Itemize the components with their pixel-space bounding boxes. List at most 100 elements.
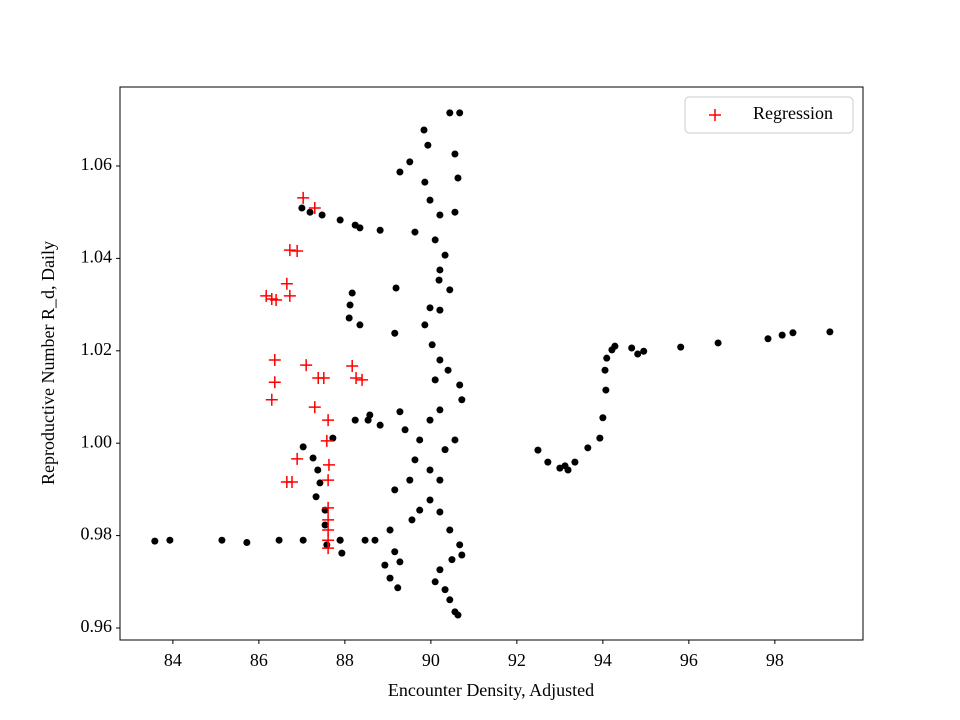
dot-marker — [411, 456, 419, 464]
dot-marker — [436, 508, 444, 516]
x-tick-label: 94 — [594, 650, 612, 670]
dot-marker — [416, 436, 424, 444]
dot-marker — [451, 150, 459, 158]
dot-marker — [826, 328, 834, 336]
dot-marker — [428, 341, 436, 349]
x-tick-label: 88 — [336, 650, 354, 670]
dot-marker — [436, 566, 444, 574]
dot-marker — [601, 366, 609, 374]
plus-marker — [300, 359, 313, 372]
plus-marker — [308, 401, 321, 414]
dot-marker — [336, 216, 344, 224]
plus-marker — [291, 245, 304, 258]
dot-marker — [243, 539, 251, 547]
dot-marker — [299, 536, 307, 544]
dot-marker — [458, 551, 466, 559]
plus-marker — [322, 501, 335, 514]
plus-marker — [265, 393, 278, 406]
plus-marker — [285, 476, 298, 488]
dot-marker — [386, 574, 394, 582]
dot-marker — [411, 228, 419, 236]
dot-marker — [406, 476, 414, 484]
dot-marker — [640, 347, 648, 355]
plus-marker — [308, 202, 321, 215]
dot-marker — [596, 434, 604, 442]
dot-marker — [634, 350, 642, 358]
plus-marker — [322, 458, 335, 471]
dot-marker — [351, 416, 359, 424]
dot-marker — [306, 208, 314, 216]
dot-marker — [421, 321, 429, 329]
x-tick-label: 92 — [508, 650, 526, 670]
dot-marker — [451, 208, 459, 216]
dot-marker — [394, 584, 402, 592]
dot-marker — [338, 549, 346, 557]
dot-marker — [561, 462, 569, 470]
dot-marker — [348, 289, 356, 297]
plus-marker — [268, 354, 281, 367]
dot-marker — [391, 329, 399, 337]
dot-marker — [714, 339, 722, 347]
y-tick-label: 1.04 — [81, 247, 113, 267]
dot-marker — [275, 536, 283, 544]
plus-marker — [320, 434, 333, 447]
plus-marker — [356, 373, 369, 386]
dot-marker — [778, 331, 786, 339]
dot-marker — [599, 414, 607, 422]
dot-marker — [299, 443, 307, 451]
dot-marker — [446, 109, 454, 117]
x-tick-label: 86 — [250, 650, 268, 670]
dot-marker — [436, 476, 444, 484]
dot-marker — [218, 536, 226, 544]
dot-marker — [448, 556, 456, 564]
dot-marker — [396, 168, 404, 176]
plus-marker — [260, 289, 273, 302]
dot-marker — [451, 436, 459, 444]
dot-marker — [376, 421, 384, 429]
dot-marker — [316, 479, 324, 487]
y-tick-label: 1.02 — [81, 339, 113, 359]
dot-marker — [151, 537, 159, 545]
x-axis-label: Encounter Density, Adjusted — [388, 680, 594, 700]
y-tick-label: 1.06 — [81, 154, 113, 174]
dot-marker — [424, 141, 432, 149]
dot-marker — [431, 578, 439, 586]
dot-marker — [446, 526, 454, 534]
dot-marker — [456, 541, 464, 549]
dot-marker — [356, 321, 364, 329]
plus-marker — [322, 524, 335, 537]
plus-marker — [322, 542, 335, 555]
dot-marker — [458, 396, 466, 404]
dot-marker — [396, 408, 404, 416]
dot-marker — [420, 126, 428, 134]
legend-label: Regression — [753, 103, 833, 123]
dot-marker — [454, 174, 462, 182]
dot-marker — [544, 458, 552, 466]
dot-marker — [435, 276, 443, 284]
dot-marker — [628, 344, 636, 352]
plus-marker — [346, 360, 359, 373]
dot-marker — [426, 496, 434, 504]
dot-marker — [454, 611, 462, 619]
dot-marker — [298, 204, 306, 212]
dot-marker — [356, 224, 364, 232]
dot-marker — [329, 434, 337, 442]
plus-marker — [322, 414, 335, 427]
dot-marker — [371, 536, 379, 544]
x-tick-label: 84 — [164, 650, 182, 670]
dot-marker — [401, 426, 409, 434]
y-axis-label: Reproductive Number R_d, Daily — [38, 241, 58, 485]
dot-marker — [345, 314, 353, 322]
dot-marker — [602, 386, 610, 394]
dot-marker — [314, 466, 322, 474]
plus-marker — [283, 244, 296, 257]
dot-marker — [444, 366, 452, 374]
dot-marker — [441, 446, 449, 454]
legend-marker — [709, 109, 721, 121]
dot-marker — [381, 561, 389, 569]
dot-marker — [318, 211, 326, 219]
dot-marker — [584, 444, 592, 452]
plus-marker — [297, 191, 310, 204]
plus-marker — [280, 277, 293, 290]
dot-marker — [431, 376, 439, 384]
